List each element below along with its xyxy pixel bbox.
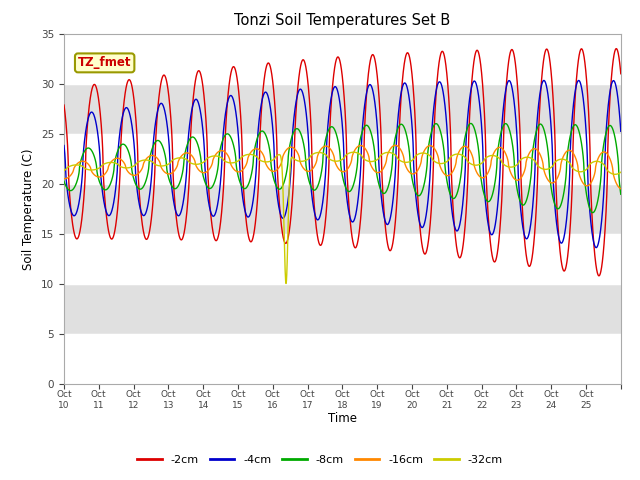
Y-axis label: Soil Temperature (C): Soil Temperature (C) — [22, 148, 35, 270]
Bar — [64, 34, 621, 84]
Bar — [64, 134, 621, 184]
Bar — [64, 334, 621, 384]
Title: Tonzi Soil Temperatures Set B: Tonzi Soil Temperatures Set B — [234, 13, 451, 28]
Bar — [64, 234, 621, 284]
Text: TZ_fmet: TZ_fmet — [78, 56, 131, 70]
Legend: -2cm, -4cm, -8cm, -16cm, -32cm: -2cm, -4cm, -8cm, -16cm, -32cm — [132, 451, 508, 469]
X-axis label: Time: Time — [328, 412, 357, 425]
